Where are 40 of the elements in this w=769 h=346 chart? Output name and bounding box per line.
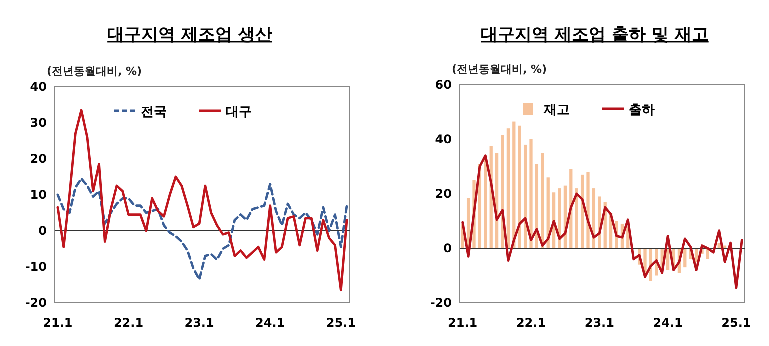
bar — [684, 248, 687, 268]
y-axis-title: (전년동월대비, %) — [47, 65, 142, 78]
legend-label: 전국 — [141, 105, 167, 120]
y-tick-label: -20 — [430, 296, 452, 310]
x-tick-label: 23.1 — [184, 316, 214, 330]
x-tick-label: 25.1 — [326, 316, 356, 330]
bar — [518, 126, 522, 248]
y-tick-label: 20 — [435, 187, 452, 201]
chart-title: 대구지역 제조업 출하 및 재고 — [481, 25, 709, 45]
x-tick-label: 24.1 — [653, 316, 683, 330]
x-tick-label: 22.1 — [516, 316, 546, 330]
y-tick-label: 0 — [444, 242, 452, 256]
y-tick-label: 40 — [30, 80, 47, 94]
bar — [541, 153, 544, 248]
line-series — [56, 178, 348, 281]
bar — [530, 140, 533, 248]
chart-title: 대구지역 제조업 생산 — [108, 25, 272, 45]
y-tick-label: 60 — [435, 78, 452, 92]
bar — [558, 188, 562, 248]
legend-label: 출하 — [629, 103, 655, 118]
bar — [524, 144, 528, 248]
y-tick-label: 40 — [435, 132, 452, 146]
line-series — [462, 154, 744, 290]
x-tick-label: 25.1 — [722, 316, 752, 330]
y-tick-label: 20 — [30, 152, 47, 166]
y-tick-label: -10 — [25, 260, 47, 274]
bar — [666, 248, 670, 270]
legend-label: 대구 — [226, 105, 252, 120]
x-tick-label: 21.1 — [448, 316, 478, 330]
bar — [506, 128, 510, 248]
y-tick-label: 0 — [38, 224, 47, 238]
y-tick-label: 10 — [30, 188, 47, 202]
legend-label: 재고 — [543, 103, 570, 118]
x-tick-label: 21.1 — [43, 316, 73, 330]
y-tick-label: -20 — [25, 296, 47, 310]
y-axis-title: (전년동월대비, %) — [452, 63, 548, 76]
x-tick-label: 23.1 — [584, 316, 614, 330]
x-tick-label: 24.1 — [256, 316, 286, 330]
y-tick-label: 30 — [30, 116, 47, 130]
x-tick-label: 22.1 — [114, 316, 144, 330]
